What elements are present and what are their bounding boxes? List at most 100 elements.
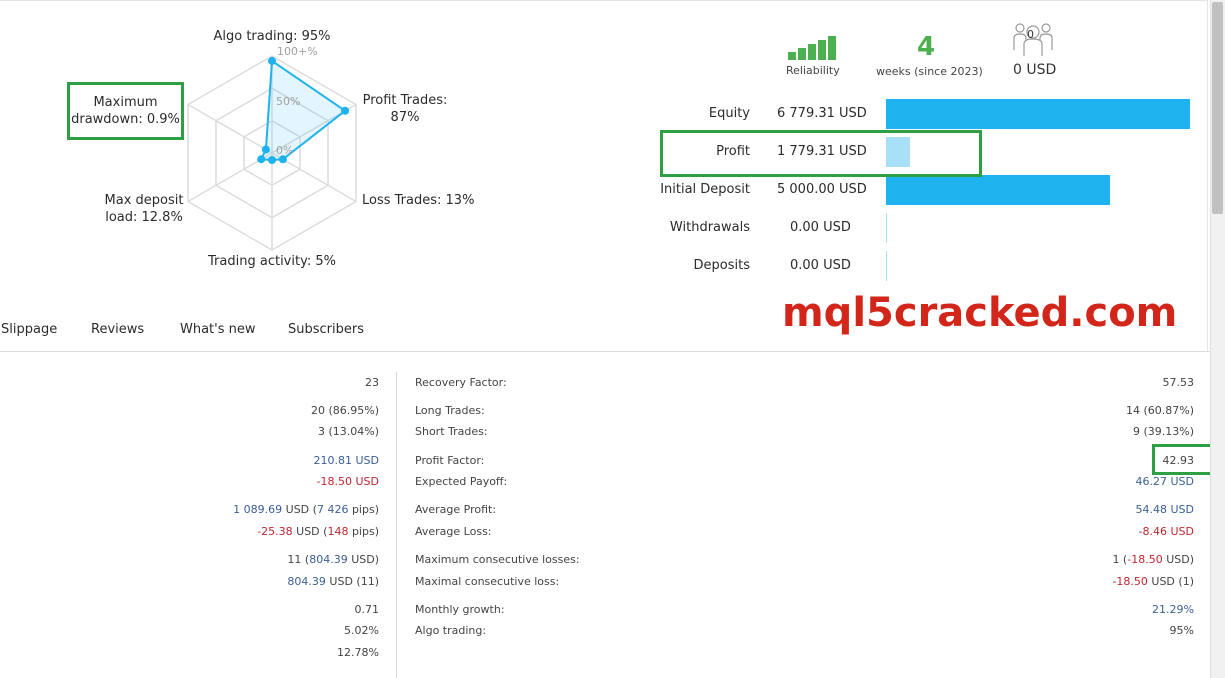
value-average-profit: 54.48 USD — [1135, 503, 1195, 516]
value-algo-trading: 95% — [1169, 624, 1194, 637]
gross-profit-pips-unit: pips) — [348, 503, 379, 516]
value-short-trades: 9 (39.13%) — [1132, 425, 1194, 438]
radar-point-loss_trades — [278, 155, 287, 164]
consecutive-wins-usd: USD) — [347, 553, 379, 566]
tabs-divider — [0, 351, 1225, 352]
radar-points — [257, 56, 350, 164]
consecutive-loss-rest: USD (1) — [1147, 575, 1194, 588]
radar-label-algo-trading: Algo trading: 95% — [213, 29, 331, 44]
radar-label-max-deposit-line2: load: 12.8% — [105, 210, 183, 225]
radar-chart — [187, 55, 357, 251]
label-algo-trading: Algo trading: — [415, 624, 487, 637]
radar-label-profit-trades: Profit Trades: 87% — [356, 92, 454, 126]
stat-value-max-deposit-load: 12.78% — [337, 646, 379, 659]
label-maximal-consecutive-loss: Maximal consecutive loss: — [415, 575, 560, 588]
weeks-label: weeks (since 2023) — [876, 65, 983, 78]
consecutive-wins-amount: 804.39 — [309, 553, 348, 566]
bar-value-equity: 6 779.31 USD — [777, 106, 867, 121]
stat-value-trades: 23 — [365, 376, 379, 389]
reliability-icon — [788, 36, 836, 60]
stat-value-gross-loss: -25.38 USD (148 pips) — [257, 525, 379, 538]
tab-slippage[interactable]: Slippage — [1, 322, 58, 337]
gross-loss-pips: 148 — [327, 525, 349, 538]
gross-loss-amount: -25.38 — [257, 525, 293, 538]
bar-initial-deposit — [886, 175, 1110, 205]
label-monthly-growth: Monthly growth: — [415, 603, 505, 616]
subscribers-usd: 0 USD — [1013, 62, 1057, 78]
column-divider — [396, 372, 397, 678]
value-expected-payoff: 46.27 USD — [1135, 475, 1195, 488]
value-maximal-consecutive-loss: -18.50 USD (1) — [1112, 575, 1194, 588]
gross-profit-pips: 7 426 — [316, 503, 349, 516]
value-monthly-growth: 21.29% — [1152, 603, 1194, 616]
stat-value-loss-trades: 3 (13.04%) — [317, 425, 379, 438]
radar-point-algo_trading — [268, 56, 276, 65]
label-short-trades: Short Trades: — [415, 425, 488, 438]
bar-value-withdrawals: 0.00 USD — [790, 220, 851, 235]
stat-value-trading-activity: 5.02% — [344, 624, 379, 637]
subscribers-icon — [1013, 23, 1053, 56]
consecutive-profit-rest: USD (11) — [325, 575, 379, 588]
bar-label-equity: Equity — [708, 106, 750, 121]
radar-label-max-deposit-line1: Max deposit — [104, 193, 184, 208]
label-expected-payoff: Expected Payoff: — [415, 475, 508, 488]
stat-value-worst-trade: -18.50 USD — [316, 475, 379, 488]
gross-loss-usd: USD ( — [292, 525, 328, 538]
stat-value-profit-trades: 20 (86.95%) — [310, 404, 379, 417]
profit-highlight-box — [660, 130, 982, 177]
bar-value-deposits: 0.00 USD — [790, 258, 851, 273]
stat-value-maximal-consecutive-profit: 804.39 USD (11) — [287, 575, 379, 588]
bar-equity — [886, 99, 1190, 129]
consecutive-losses-count: 1 ( — [1112, 553, 1128, 566]
scrollbar-thumb[interactable] — [1212, 2, 1223, 214]
value-max-consecutive-losses: 1 (-18.50 USD) — [1112, 553, 1194, 566]
tab-whats-new[interactable]: What's new — [180, 322, 256, 337]
subscribers-count: 0 — [1027, 28, 1034, 41]
tab-reviews[interactable]: Reviews — [91, 322, 145, 337]
label-average-loss: Average Loss: — [415, 525, 492, 538]
bar-profit — [886, 137, 910, 167]
gross-profit-amount: 1 089.69 — [233, 503, 283, 516]
consecutive-losses-amount: -18.50 — [1127, 553, 1163, 566]
bar-withdrawals — [886, 213, 887, 243]
radar-point-max_drawdown — [261, 145, 270, 154]
radar-label-max-drawdown: Maximum drawdown: 0.9% — [67, 82, 184, 140]
radar-label-loss-trades: Loss Trades: 13% — [362, 193, 475, 208]
value-average-loss: -8.46 USD — [1138, 525, 1194, 538]
label-recovery-factor: Recovery Factor: — [415, 376, 507, 389]
label-average-profit: Average Profit: — [415, 503, 497, 516]
bar-value-initial-deposit: 5 000.00 USD — [777, 182, 867, 197]
consecutive-profit-amount: 804.39 — [287, 575, 326, 588]
bar-label-initial-deposit: Initial Deposit — [660, 182, 750, 197]
radar-label-profit-trades-line1: Profit Trades: — [362, 93, 448, 108]
stat-value-sharpe-ratio: 0.71 — [354, 603, 380, 616]
radar-tick-100: 100+% — [277, 45, 318, 58]
stat-value-gross-profit: 1 089.69 USD (7 426 pips) — [233, 503, 379, 516]
radar-point-trading_activity — [268, 156, 276, 164]
radar-point-max_deposit_load — [257, 155, 266, 164]
bar-label-profit: Profit — [716, 144, 750, 159]
bar-deposits — [886, 251, 887, 281]
value-profit-factor: 42.93 — [1162, 454, 1195, 467]
bar-value-profit: 1 779.31 USD — [777, 144, 867, 159]
gross-loss-pips-unit: pips) — [348, 525, 379, 538]
radar-data-area — [259, 59, 347, 162]
tab-subscribers[interactable]: Subscribers — [288, 322, 364, 337]
label-max-consecutive-losses: Maximum consecutive losses: — [415, 553, 580, 566]
panel-right-border — [1207, 0, 1208, 352]
bar-label-deposits: Deposits — [693, 258, 750, 273]
radar-point-profit_trades — [341, 106, 350, 115]
radar-tick-0: 0% — [276, 144, 294, 157]
reliability-label: Reliability — [786, 64, 840, 77]
stat-value-max-consecutive-wins: 11 (804.39 USD) — [287, 553, 379, 566]
consecutive-wins-count: 11 ( — [287, 553, 310, 566]
consecutive-losses-usd: USD) — [1162, 553, 1194, 566]
label-long-trades: Long Trades: — [415, 404, 485, 417]
bar-label-withdrawals: Withdrawals — [669, 220, 750, 235]
radar-tick-50: 50% — [276, 95, 301, 108]
profit-factor-highlight-box — [1152, 444, 1214, 475]
radar-label-trading-activity: Trading activity: 5% — [208, 254, 336, 269]
stat-value-best-trade: 210.81 USD — [313, 454, 380, 467]
radar-label-profit-trades-line2: 87% — [390, 110, 420, 125]
top-border — [0, 0, 1208, 3]
